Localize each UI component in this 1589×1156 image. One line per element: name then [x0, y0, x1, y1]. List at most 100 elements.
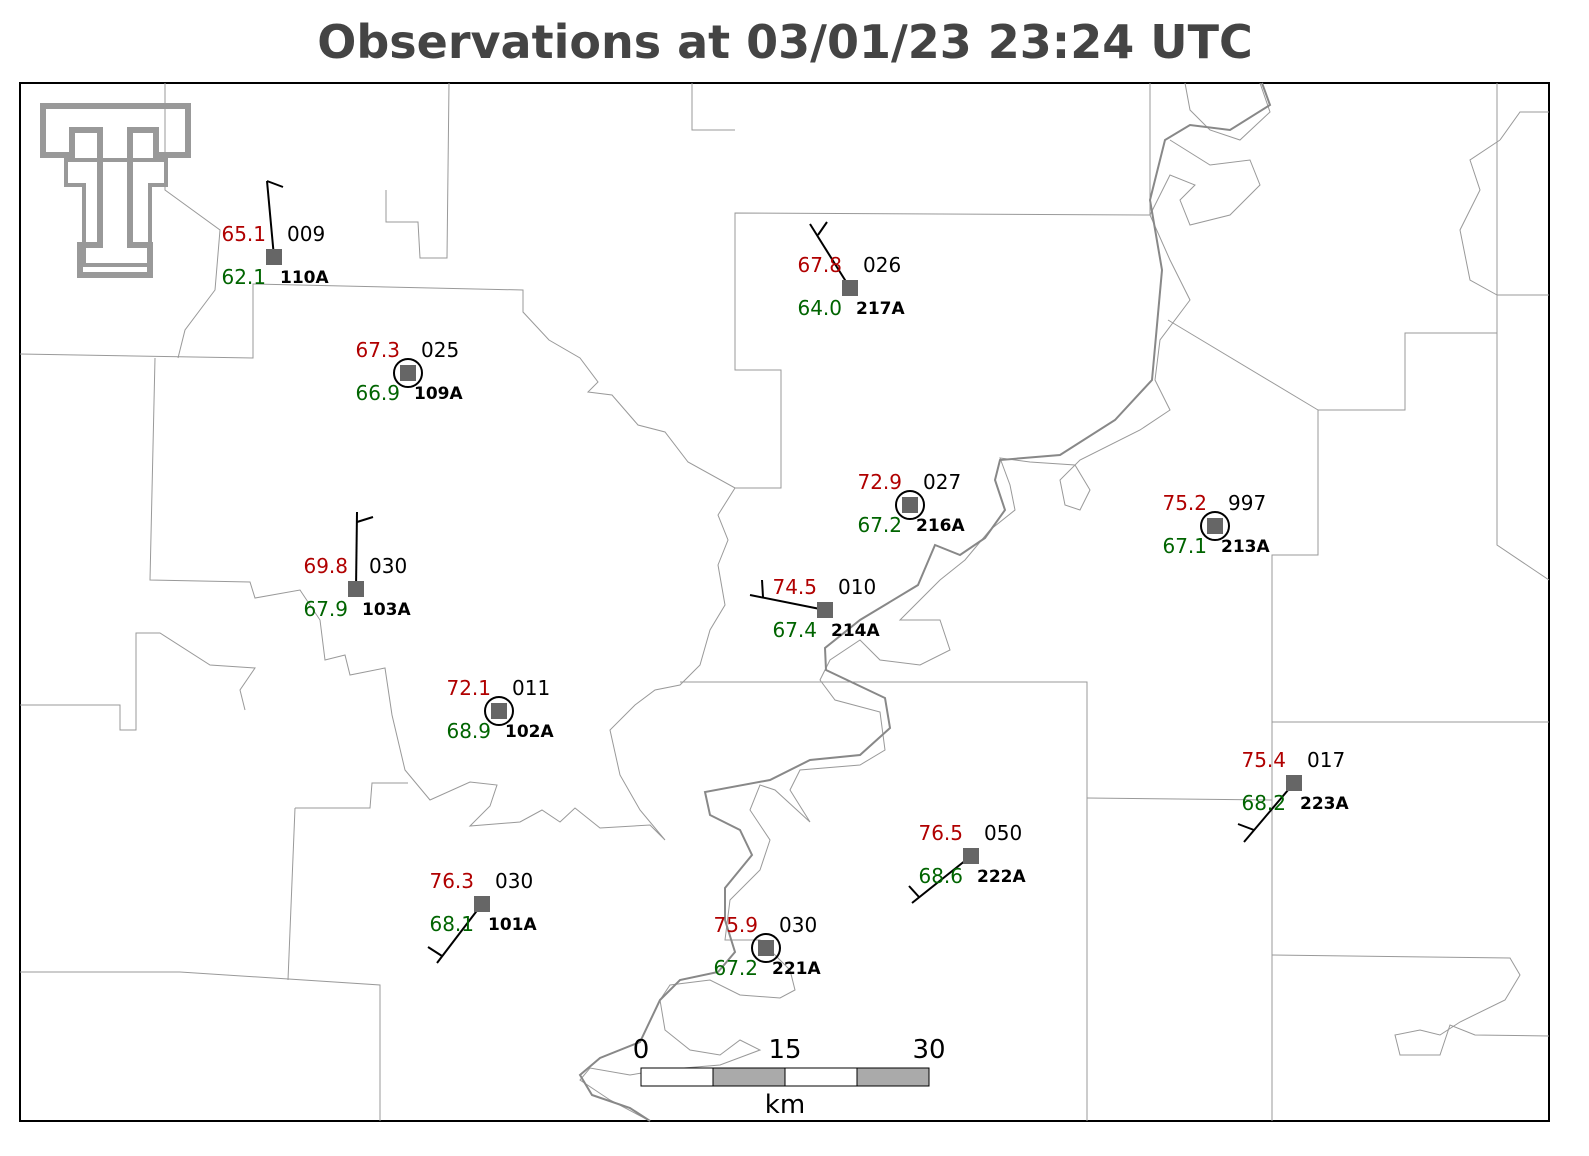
pressure: 009 — [287, 222, 325, 246]
temperature: 67.3 — [355, 338, 400, 362]
wind-barb — [436, 903, 483, 964]
pressure: 030 — [369, 554, 407, 578]
temperature: 67.8 — [797, 253, 842, 277]
wind-barb — [1243, 782, 1295, 843]
station-marker — [758, 940, 774, 956]
station: 74.5 67.4 010 214A — [749, 575, 880, 642]
station-id: 222A — [977, 867, 1026, 887]
dewpoint: 67.1 — [1162, 534, 1207, 558]
pressure: 027 — [923, 470, 961, 494]
station-id: 109A — [414, 384, 463, 404]
pressure: 050 — [984, 821, 1022, 845]
dewpoint: 64.0 — [797, 296, 842, 320]
station-marker — [348, 581, 364, 597]
scale-label: 0 — [633, 1035, 650, 1065]
pressure: 030 — [495, 869, 533, 893]
calm-circle — [751, 933, 781, 963]
dewpoint: 67.4 — [772, 618, 817, 642]
station-marker — [817, 602, 833, 618]
wind-barb — [911, 855, 972, 904]
calm-circle — [484, 696, 514, 726]
county-borders — [19, 82, 1550, 1122]
calm-circle — [895, 490, 925, 520]
station: 67.3 66.9 025 109A — [355, 338, 463, 405]
pressure: 030 — [779, 913, 817, 937]
station-id: 213A — [1221, 537, 1270, 557]
scale-unit: km — [765, 1090, 805, 1120]
wind-barb — [749, 594, 826, 611]
temperature: 69.8 — [303, 554, 348, 578]
dewpoint: 62.1 — [221, 265, 266, 289]
temperature: 74.5 — [772, 575, 817, 599]
pressure: 011 — [512, 676, 550, 700]
station-marker — [902, 497, 918, 513]
station: 75.4 68.2 017 223A — [1237, 748, 1349, 843]
station: 65.1 62.1 009 110A — [221, 180, 329, 289]
station-id: 103A — [362, 600, 411, 620]
dewpoint: 67.9 — [303, 597, 348, 621]
dewpoint: 68.2 — [1241, 791, 1286, 815]
station: 75.9 67.2 030 221A — [713, 913, 821, 980]
scale-label: 30 — [912, 1035, 945, 1065]
wind-barb-flag — [817, 221, 828, 236]
temperature: 75.4 — [1241, 748, 1286, 772]
scale-bar: km 0 15 30 — [633, 1035, 946, 1120]
station-marker — [1286, 775, 1302, 791]
station-marker — [1207, 518, 1223, 534]
station: 75.2 67.1 997 213A — [1162, 491, 1270, 558]
temperature: 72.1 — [446, 676, 491, 700]
station-id: 110A — [280, 268, 329, 288]
dewpoint: 67.2 — [857, 513, 902, 537]
temperature: 76.3 — [429, 869, 474, 893]
dewpoint: 66.9 — [355, 381, 400, 405]
university-logo — [40, 103, 191, 278]
temperature: 76.5 — [918, 821, 963, 845]
temperature: 65.1 — [221, 222, 266, 246]
wind-barb-flag — [908, 885, 920, 898]
station: 67.8 64.0 026 217A — [797, 221, 905, 320]
station-plots: 65.1 62.1 009 110A 67.3 66.9 025 109A 69.8 67.9 03… — [221, 180, 1349, 980]
station-id: 217A — [856, 299, 905, 319]
station-marker — [400, 365, 416, 381]
wind-barb — [809, 223, 851, 289]
wind-barb-flag — [1237, 823, 1255, 831]
station: 76.5 68.6 050 222A — [908, 821, 1026, 904]
river — [578, 82, 1272, 1122]
station: 72.1 68.9 011 102A — [446, 676, 554, 743]
station-marker — [963, 848, 979, 864]
station-marker — [266, 249, 282, 265]
calm-circle — [1200, 511, 1230, 541]
station: 76.3 68.1 030 101A — [427, 869, 537, 964]
pressure: 017 — [1307, 748, 1345, 772]
wind-barb — [355, 511, 358, 590]
wind-barb-flag — [356, 516, 374, 523]
wind-barb-flag — [761, 579, 764, 598]
pressure: 025 — [421, 338, 459, 362]
map-title: Observations at 03/01/23 23:24 UTC — [317, 15, 1252, 69]
station-id: 214A — [831, 621, 880, 641]
station-id: 216A — [916, 516, 965, 536]
station-id: 223A — [1300, 794, 1349, 814]
temperature: 72.9 — [857, 470, 902, 494]
wind-barb-flag — [427, 946, 443, 957]
station: 69.8 67.9 030 103A — [303, 511, 411, 621]
station: 72.9 67.2 027 216A — [857, 470, 965, 537]
station-marker — [842, 280, 858, 296]
dewpoint: 68.1 — [429, 912, 474, 936]
station-marker — [474, 896, 490, 912]
temperature: 75.9 — [713, 913, 758, 937]
temperature: 75.2 — [1162, 491, 1207, 515]
wind-barb-flag — [266, 180, 284, 188]
station-id: 221A — [772, 959, 821, 979]
calm-circle — [393, 358, 423, 388]
pressure: 997 — [1228, 491, 1266, 515]
station-id: 102A — [505, 722, 554, 742]
pressure: 010 — [838, 575, 876, 599]
dewpoint: 68.6 — [918, 864, 963, 888]
wind-barb — [266, 180, 275, 258]
dewpoint: 67.2 — [713, 956, 758, 980]
scale-label: 15 — [768, 1035, 801, 1065]
station-marker — [491, 703, 507, 719]
dewpoint: 68.9 — [446, 719, 491, 743]
